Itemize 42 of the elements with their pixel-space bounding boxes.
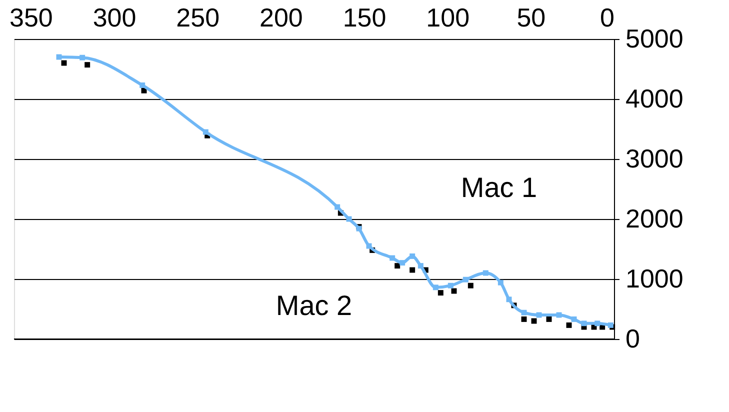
point [80,54,86,60]
point [394,263,400,269]
x-tick-label: 300 [92,2,136,32]
y-tick-label: 0 [626,324,640,354]
y-tick-label: 1000 [626,264,684,294]
point [410,267,416,273]
x-tick-label: 0 [600,2,614,32]
point [390,255,396,261]
point [581,320,587,326]
y-tick-label: 3000 [626,144,684,174]
point [521,310,527,316]
y-tick-label: 5000 [626,24,684,54]
point [468,282,474,288]
point [448,282,454,288]
y-tick-label: 2000 [626,204,684,234]
point [400,260,406,266]
x-tick-label: 150 [342,2,386,32]
point [521,316,527,322]
annotation: Mac 1 [460,172,538,203]
x-tick-label: 250 [176,2,220,32]
point [432,284,438,290]
point [506,296,512,302]
x-tick-label: 50 [516,2,546,32]
point [140,82,146,88]
point [202,129,208,135]
point [334,204,340,210]
point [566,322,572,328]
point [498,280,504,286]
point [462,276,468,282]
x-tick-label: 100 [426,2,470,32]
point [571,316,577,322]
point [410,253,416,259]
point [594,320,600,326]
point [84,62,90,68]
point [482,270,488,276]
annotation: Mac 2 [276,290,352,321]
point [546,316,552,322]
point [418,263,424,269]
point [438,290,444,296]
x-tick-label: 200 [259,2,303,32]
y-tick-label: 4000 [626,84,684,114]
x-tick-label: 350 [9,2,53,32]
